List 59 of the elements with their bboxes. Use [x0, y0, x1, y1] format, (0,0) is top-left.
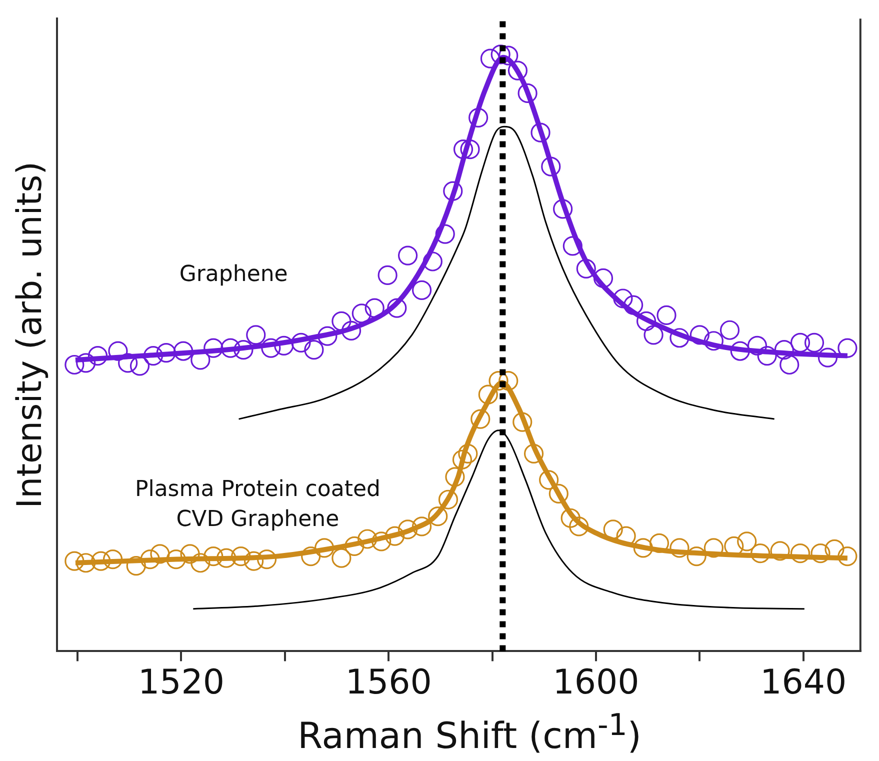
- series-label: Plasma Protein coated CVD Graphene: [134, 477, 380, 532]
- point: [150, 544, 170, 564]
- point: [102, 549, 123, 570]
- text: Graphene: [179, 262, 288, 288]
- point: [569, 516, 589, 536]
- point: [512, 412, 532, 432]
- point: [770, 541, 790, 561]
- point: [256, 549, 277, 570]
- y-axis-title: Intensity (arb. units): [10, 161, 50, 508]
- point: [140, 549, 160, 570]
- point: [704, 538, 724, 558]
- point: [838, 546, 858, 566]
- point: [670, 538, 690, 558]
- point: [314, 538, 334, 558]
- point: [332, 548, 352, 568]
- point: [470, 409, 490, 429]
- point: [126, 556, 146, 576]
- point: [438, 490, 458, 510]
- point: [478, 384, 498, 404]
- point: [385, 526, 405, 546]
- point: [301, 546, 321, 566]
- point: [166, 549, 186, 570]
- point: [524, 444, 544, 464]
- point: [358, 529, 378, 549]
- point: [398, 520, 418, 540]
- point: [750, 544, 770, 564]
- point: [445, 467, 465, 487]
- point: [790, 544, 810, 564]
- point: [344, 536, 364, 556]
- point: [548, 484, 568, 504]
- point: [633, 538, 653, 558]
- point: [560, 508, 580, 528]
- point: [372, 532, 392, 552]
- point: [810, 544, 830, 564]
- x-axis-title: Raman Shift (cm$^{-1}$): [296, 708, 642, 757]
- point: [204, 546, 224, 566]
- point: [76, 553, 96, 573]
- point: [428, 506, 448, 526]
- point: [190, 553, 210, 573]
- point: [686, 546, 706, 566]
- point: [216, 548, 236, 568]
- point: [649, 533, 670, 553]
- x-tick-label: 1520: [138, 662, 224, 702]
- point: [412, 516, 432, 536]
- point: [539, 470, 559, 490]
- point: [737, 532, 757, 552]
- point: [180, 544, 200, 564]
- point: [91, 551, 111, 571]
- point: [458, 444, 478, 464]
- point: [498, 371, 518, 391]
- x-tick-label: 1640: [760, 662, 847, 702]
- point: [452, 450, 472, 470]
- point: [244, 551, 264, 571]
- point: [64, 551, 84, 571]
- x-tick-label: 1600: [552, 662, 640, 702]
- x-tick-label: 1560: [345, 662, 432, 702]
- point: [231, 546, 251, 566]
- point: [603, 520, 623, 540]
- point: [488, 371, 508, 391]
